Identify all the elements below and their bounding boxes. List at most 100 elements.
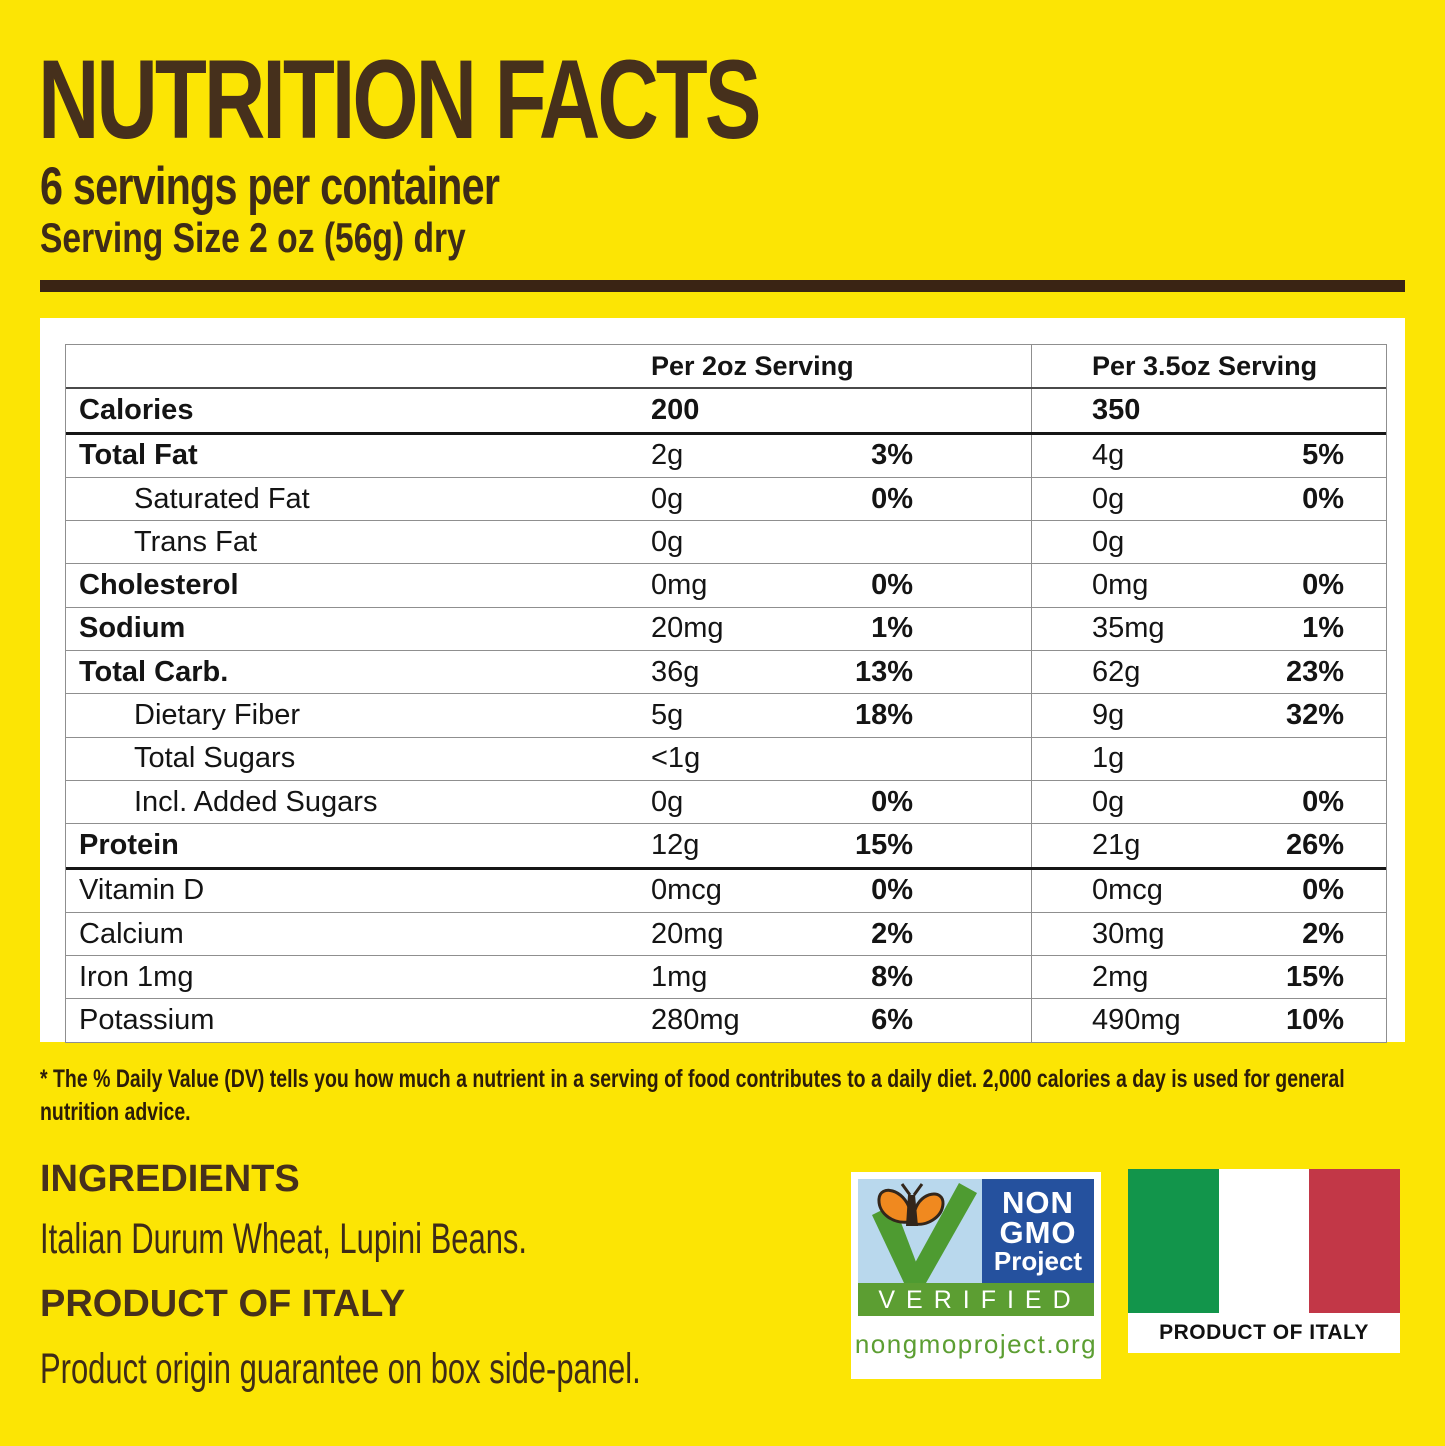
dv-3-5oz: 23%: [1285, 655, 1344, 688]
table-row-trans-fat: Trans Fat 0g 0g: [66, 521, 1386, 565]
table-row-saturated-fat: Saturated Fat 0g 0% 0g 0%: [66, 477, 1386, 522]
dv-3-5oz: 2%: [1302, 917, 1344, 950]
non-gmo-line1: NON: [1002, 1184, 1074, 1220]
table-row-potassium: Potassium 280mg 6% 490mg 10%: [66, 999, 1386, 1042]
nutrient-label: Protein: [79, 828, 179, 861]
amount-3-5oz: 9g: [1031, 694, 1241, 737]
dv-3-5oz: 0%: [1302, 874, 1344, 907]
amount-2oz: 0g: [651, 785, 684, 818]
nutrient-label: Calcium: [79, 917, 184, 950]
italy-flag-badge: PRODUCT OF ITALY: [1128, 1169, 1401, 1353]
table-row-total-carb: Total Carb. 36g 13% 62g 23%: [66, 651, 1386, 695]
amount-2oz: 280mg: [651, 1004, 740, 1037]
column-header-3-5oz: Per 3.5oz Serving: [1031, 345, 1386, 388]
amount-3-5oz: 0g: [1031, 477, 1241, 521]
non-gmo-line2: GMO: [999, 1214, 1077, 1250]
table-row-cholesterol: Cholesterol 0mg 0% 0mg 0%: [66, 564, 1386, 608]
amount-3-5oz: 0mcg: [1031, 869, 1241, 912]
amount-3-5oz: 35mg: [1031, 607, 1241, 651]
dv-3-5oz: 5%: [1302, 439, 1344, 472]
amount-2oz: 12g: [651, 828, 700, 861]
product-origin-text: Product origin guarantee on box side-pan…: [40, 1345, 641, 1393]
amount-3-5oz: 4g: [1031, 434, 1241, 477]
amount-2oz: 0mcg: [651, 874, 722, 907]
amount-2oz: <1g: [651, 742, 701, 775]
dv-2oz: 0%: [871, 874, 913, 907]
table-row-total-fat: Total Fat 2g 3% 4g 5%: [66, 434, 1386, 478]
verified-band: VERIFIED: [858, 1283, 1094, 1316]
dv-2oz: 1%: [871, 612, 913, 645]
dv-2oz: 0%: [871, 482, 913, 515]
table-row-calories: Calories 200 350: [66, 389, 1386, 435]
nutrition-table: Per 2oz Serving Per 3.5oz Serving Calori…: [65, 344, 1387, 1043]
column-header-2oz: Per 2oz Serving: [651, 350, 854, 381]
amount-2oz: 200: [651, 393, 700, 426]
amount-3-5oz: 0g: [1031, 780, 1241, 824]
amount-3-5oz: 350: [1031, 389, 1241, 432]
amount-3-5oz: 21g: [1031, 824, 1241, 867]
dv-2oz: 6%: [871, 1004, 913, 1037]
non-gmo-project-wordmark: NON GMO Project: [982, 1179, 1094, 1283]
amount-3-5oz: 2mg: [1031, 956, 1241, 999]
dv-3-5oz: 26%: [1285, 828, 1344, 861]
amount-2oz: 20mg: [651, 917, 724, 950]
amount-3-5oz: 62g: [1031, 651, 1241, 694]
butterfly-checkmark-icon: [858, 1179, 982, 1283]
non-gmo-badge-top: NON GMO Project: [858, 1179, 1094, 1283]
dv-3-5oz: 0%: [1302, 785, 1344, 818]
dv-3-5oz: 15%: [1285, 960, 1344, 993]
ingredients-heading: INGREDIENTS: [40, 1158, 300, 1200]
amount-2oz: 5g: [651, 699, 684, 732]
italy-flag-icon: [1128, 1169, 1401, 1313]
flag-stripe-green: [1128, 1169, 1219, 1313]
table-row-calcium: Calcium 20mg 2% 30mg 2%: [66, 912, 1386, 957]
flag-stripe-white: [1218, 1169, 1310, 1313]
table-row-vitamin-d: Vitamin D 0mcg 0% 0mcg 0%: [66, 869, 1386, 913]
flag-stripe-red: [1309, 1169, 1401, 1313]
amount-2oz: 0g: [651, 482, 684, 515]
daily-value-footnote: * The % Daily Value (DV) tells you how m…: [40, 1065, 1345, 1126]
amount-2oz: 0g: [651, 525, 684, 558]
nutrient-label: Iron 1mg: [79, 960, 194, 993]
amount-3-5oz: 1g: [1031, 737, 1241, 780]
dv-2oz: 3%: [871, 439, 913, 472]
amount-3-5oz: 30mg: [1031, 912, 1241, 956]
amount-3-5oz: 0g: [1031, 521, 1241, 564]
dv-2oz: 2%: [871, 917, 913, 950]
dv-2oz: 15%: [854, 828, 913, 861]
non-gmo-url: nongmoproject.org: [854, 1328, 1098, 1359]
dv-2oz: 8%: [871, 960, 913, 993]
table-row-total-sugars: Total Sugars <1g 1g: [66, 737, 1386, 781]
table-row-iron: Iron 1mg 1mg 8% 2mg 15%: [66, 956, 1386, 1000]
servings-per-container: 6 servings per container: [40, 157, 500, 216]
nutrient-label: Sodium: [79, 612, 186, 645]
non-gmo-line3: Project: [993, 1245, 1083, 1276]
nutrient-label: Dietary Fiber: [134, 699, 300, 732]
amount-3-5oz: 490mg: [1031, 999, 1241, 1042]
amount-2oz: 20mg: [651, 612, 724, 645]
amount-3-5oz: 0mg: [1031, 564, 1241, 607]
amount-2oz: 36g: [651, 655, 700, 688]
dv-3-5oz: 1%: [1302, 612, 1344, 645]
divider-bar: [40, 280, 1405, 292]
amount-2oz: 2g: [651, 439, 684, 472]
nutrient-label: Vitamin D: [79, 874, 205, 907]
amount-2oz: 0mg: [651, 569, 708, 602]
table-row-sodium: Sodium 20mg 1% 35mg 1%: [66, 607, 1386, 652]
table-row-added-sugars: Incl. Added Sugars 0g 0% 0g 0%: [66, 780, 1386, 825]
serving-size: Serving Size 2 oz (56g) dry: [40, 214, 466, 261]
nutrient-label: Cholesterol: [79, 569, 239, 602]
non-gmo-verified-badge: NON GMO Project VERIFIED nongmoproject.o…: [851, 1172, 1101, 1379]
nutrient-label: Total Sugars: [134, 742, 296, 775]
dv-2oz: 13%: [854, 655, 913, 688]
nutrient-label: Trans Fat: [134, 525, 258, 558]
table-header-row: Per 2oz Serving Per 3.5oz Serving: [66, 345, 1386, 390]
product-of-italy-heading: PRODUCT OF ITALY: [40, 1283, 406, 1325]
dv-3-5oz: 0%: [1302, 482, 1344, 515]
nutrient-label: Potassium: [79, 1004, 215, 1037]
nutrient-label: Calories: [79, 393, 194, 426]
nutrient-label: Incl. Added Sugars: [134, 785, 378, 818]
dv-3-5oz: 32%: [1285, 699, 1344, 732]
dv-2oz: 18%: [854, 699, 913, 732]
page-title: NUTRITION FACTS: [38, 37, 761, 162]
